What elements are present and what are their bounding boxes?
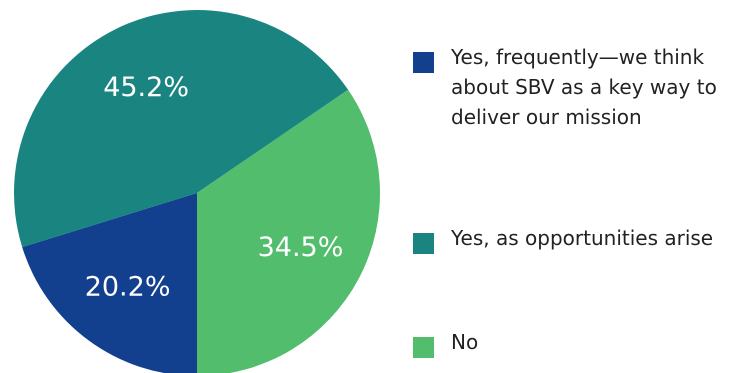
legend-swatch-yes-frequently	[413, 52, 434, 73]
legend-label-no: No	[451, 330, 479, 354]
pie-slice-yes-frequently	[22, 193, 197, 373]
pie-value-label-no: 34.5%	[258, 232, 344, 263]
legend-label-yes-frequently: Yes, frequently—we think about SBV as a …	[451, 45, 717, 129]
legend-item-yes-frequently: Yes, frequently—we think about SBV as a …	[413, 45, 731, 132]
pie-slices	[13, 9, 380, 373]
legend-swatch-no	[413, 337, 434, 358]
pie-value-label-yes-as-opportunities: 45.2%	[103, 72, 189, 103]
legend-item-no: No	[413, 330, 731, 358]
pie-value-labels: 20.2% 45.2% 34.5%	[85, 72, 344, 303]
pie-slice-no	[197, 89, 380, 373]
legend-item-yes-as-opportunities: Yes, as opportunities arise	[413, 226, 731, 254]
pie-slice-yes-as-opportunities	[13, 9, 349, 248]
legend-label-yes-as-opportunities: Yes, as opportunities arise	[451, 226, 714, 250]
pie-value-label-yes-frequently: 20.2%	[85, 272, 171, 303]
legend-swatch-yes-as-opportunities	[413, 233, 434, 254]
